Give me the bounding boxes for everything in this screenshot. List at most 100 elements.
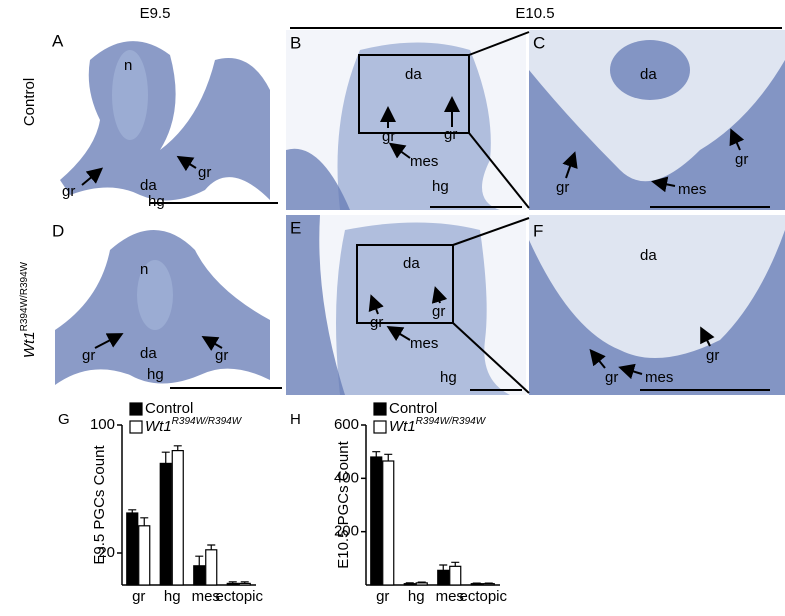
legend-name: Control xyxy=(389,400,437,417)
legend-label: Control xyxy=(389,400,437,417)
annotation: da xyxy=(403,255,420,272)
bar xyxy=(238,582,251,586)
annotation: gr xyxy=(706,347,719,364)
annotation: gr xyxy=(215,347,228,364)
x-tick-label: ectopic xyxy=(459,588,507,605)
legend-name: Wt1 xyxy=(389,418,416,435)
bar xyxy=(370,456,383,586)
annotation: mes xyxy=(410,153,438,170)
error-bar xyxy=(207,544,216,550)
panel-letter: D xyxy=(52,221,64,240)
stage-label: E10.5 xyxy=(515,5,554,22)
x-tick-label: mes xyxy=(436,588,464,605)
annotation: mes xyxy=(678,181,706,198)
panel-a xyxy=(48,30,282,208)
x-tick-label: hg xyxy=(164,588,181,605)
panel-d xyxy=(48,215,282,393)
error-bar xyxy=(195,555,204,566)
panel-letter: G xyxy=(58,411,70,428)
annotation: gr xyxy=(735,151,748,168)
annotation: gr xyxy=(556,179,569,196)
error-bar xyxy=(128,509,137,513)
panel-letter: A xyxy=(52,31,64,50)
legend-swatch xyxy=(129,402,143,416)
annotation: gr xyxy=(82,347,95,364)
x-tick-label: hg xyxy=(408,588,425,605)
annotation: gr xyxy=(432,303,445,320)
legend-swatch xyxy=(129,420,143,434)
annotation: n xyxy=(124,57,132,74)
legend-label: Wt1R394W/R394W xyxy=(389,416,487,435)
y-tick-label: 100 xyxy=(90,416,115,433)
error-bar xyxy=(161,451,170,464)
annotation: mes xyxy=(410,335,438,352)
annotation: da xyxy=(640,66,657,83)
bar xyxy=(403,583,416,586)
annotation: gr xyxy=(198,164,211,181)
legend-sup: R394W/R394W xyxy=(416,416,487,427)
legend-swatch xyxy=(373,420,387,434)
bar xyxy=(482,583,495,586)
row-label-name: Wt1 xyxy=(21,331,38,358)
annotation: da xyxy=(140,177,157,194)
error-bar xyxy=(240,581,249,584)
row-label: Wt1R394W/R394W xyxy=(19,261,38,358)
error-bar xyxy=(484,582,493,584)
bar xyxy=(205,549,218,586)
annotation: hg xyxy=(432,178,449,195)
legend-swatch xyxy=(373,402,387,416)
panel-e xyxy=(286,215,526,395)
y-tick-label: 400 xyxy=(334,469,359,486)
annotation: da xyxy=(640,247,657,264)
legend-label: Wt1R394W/R394W xyxy=(145,416,243,435)
y-axis-label: E10.5 PGCs Count xyxy=(335,440,352,568)
error-bar xyxy=(228,581,237,584)
x-tick-label: ectopic xyxy=(215,588,263,605)
bar xyxy=(171,450,184,586)
bar xyxy=(138,525,151,586)
annotation: gr xyxy=(444,126,457,143)
panel-b xyxy=(286,30,526,210)
x-tick-label: mes xyxy=(192,588,220,605)
legend-name: Wt1 xyxy=(145,418,172,435)
annotation: gr xyxy=(605,369,618,386)
panel-letter: B xyxy=(290,33,301,52)
annotation: da xyxy=(140,345,157,362)
error-bar xyxy=(417,581,426,583)
bar xyxy=(126,512,139,586)
annotation: gr xyxy=(382,128,395,145)
error-bar xyxy=(372,451,381,457)
x-tick-label: gr xyxy=(132,588,145,605)
annotation: gr xyxy=(370,314,383,331)
panel-letter: E xyxy=(290,218,301,237)
y-tick-label: 200 xyxy=(334,523,359,540)
annotation: da xyxy=(405,66,422,83)
error-bar xyxy=(384,453,393,461)
error-bar xyxy=(439,564,448,571)
bar xyxy=(382,460,395,586)
bar xyxy=(159,462,172,586)
error-bar xyxy=(173,445,182,451)
error-bar xyxy=(472,582,481,584)
panel-letter: C xyxy=(533,33,545,52)
error-bar xyxy=(405,582,414,584)
error-bar xyxy=(140,517,149,526)
annotation: hg xyxy=(147,366,164,383)
y-tick-label: 600 xyxy=(334,416,359,433)
annotation: hg xyxy=(148,193,165,210)
annotation: n xyxy=(140,261,148,278)
panel-letter: H xyxy=(290,411,301,428)
y-tick-label: 20 xyxy=(98,544,115,561)
annotation: mes xyxy=(645,369,673,386)
bar xyxy=(193,565,206,586)
legend-label: Control xyxy=(145,400,193,417)
annotation: hg xyxy=(440,369,457,386)
bar xyxy=(226,582,239,586)
bar xyxy=(470,583,483,586)
stage-label: E9.5 xyxy=(140,5,171,22)
x-tick-label: gr xyxy=(376,588,389,605)
bar xyxy=(449,565,462,586)
bar xyxy=(415,582,428,586)
row-label: Control xyxy=(21,78,38,126)
